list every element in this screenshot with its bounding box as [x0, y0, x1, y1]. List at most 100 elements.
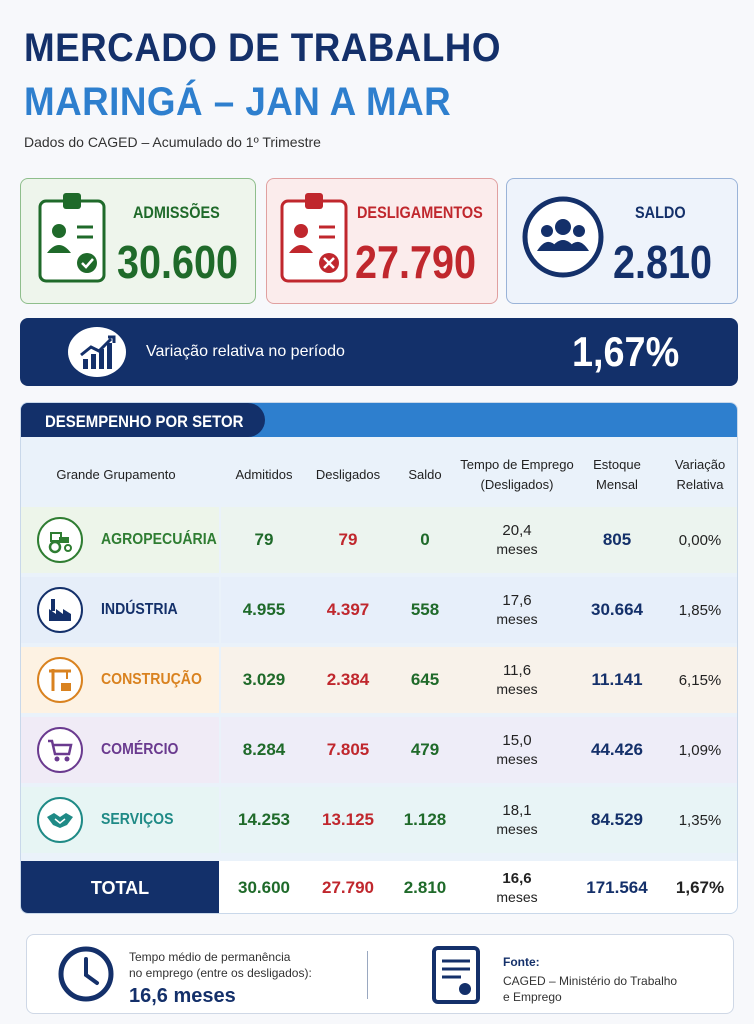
- sector-desligados: 7.805: [326, 740, 370, 759]
- fonte-line1: CAGED – Ministério do Trabalho: [503, 974, 678, 988]
- sector-tempo-value: 20,4: [502, 522, 532, 539]
- sector-header-bar: DESEMPENHO POR SETOR: [21, 403, 737, 437]
- sector-estoque: 44.426: [591, 740, 643, 759]
- table-row: COMÉRCIO 8.284 7.805 479 15,0 meses 44.4…: [21, 717, 737, 783]
- page-caption: Dados do CAGED – Acumulado do 1º Trimest…: [24, 134, 321, 150]
- sector-admitidos: 8.284: [242, 740, 286, 759]
- table-row: CONSTRUÇÃO 3.029 2.384 645 11,6 meses 11…: [21, 647, 737, 713]
- sector-desligados: 4.397: [326, 600, 370, 619]
- col-tempo-line1: Tempo de Emprego: [460, 457, 574, 472]
- sector-estoque: 84.529: [591, 810, 643, 829]
- clock-icon: [58, 946, 114, 1002]
- handshake-icon: [37, 797, 83, 843]
- total-saldo: 2.810: [403, 878, 447, 897]
- sector-variacao: 0,00%: [678, 531, 722, 549]
- col-estoque-line1: Estoque: [593, 457, 641, 472]
- fonte-line2: e Emprego: [503, 990, 562, 1004]
- total-tempo-value: 16,6: [502, 870, 532, 887]
- total-variacao: 1,67%: [675, 878, 725, 897]
- sector-estoque: 11.141: [591, 670, 643, 689]
- total-row: TOTAL 30.600 27.790 2.810 16,6 meses 171…: [21, 861, 737, 913]
- sector-saldo: 0: [420, 530, 430, 549]
- sector-tempo-unit: meses: [496, 611, 538, 627]
- row-values-bg: [221, 787, 737, 853]
- factory-icon: [37, 587, 83, 633]
- sector-tempo: 11,6 meses: [461, 647, 573, 713]
- crane-icon: [37, 657, 83, 703]
- sector-admitidos: 4.955: [242, 600, 286, 619]
- certificate-icon: [432, 946, 480, 1004]
- saldo-card: SALDO 2.810: [506, 178, 738, 304]
- sector-tempo: 17,6 meses: [461, 577, 573, 643]
- variacao-banner: Variação relativa no período 1,67%: [20, 318, 738, 386]
- table-row: AGROPECUÁRIA 79 79 0 20,4 meses 805 0,00…: [21, 507, 737, 573]
- sector-tempo-unit: meses: [496, 681, 538, 697]
- col-tempo: Tempo de Emprego (Desligados): [457, 455, 577, 495]
- sector-name: CONSTRUÇÃO: [101, 671, 202, 688]
- sector-tempo-value: 11,6: [502, 662, 532, 679]
- sector-admitidos: 79: [254, 530, 274, 549]
- sector-estoque: 30.664: [591, 600, 643, 619]
- sector-name: INDÚSTRIA: [101, 601, 178, 618]
- sector-variacao: 1,35%: [678, 811, 722, 829]
- sector-title: DESEMPENHO POR SETOR: [45, 412, 244, 431]
- desligamentos-label: DESLIGAMENTOS: [357, 203, 483, 222]
- sector-saldo: 645: [410, 670, 440, 689]
- total-tempo: 16,6 meses: [461, 855, 573, 913]
- total-estoque: 171.564: [586, 878, 648, 897]
- chart-growth-icon-bg: [68, 327, 126, 377]
- total-admitidos: 30.600: [238, 878, 290, 897]
- sector-name: AGROPECUÁRIA: [101, 531, 217, 548]
- sector-tempo: 15,0 meses: [461, 717, 573, 783]
- col-estoque-line2: Mensal: [596, 477, 638, 492]
- fonte-label: Fonte:: [503, 955, 540, 969]
- sector-admitidos: 3.029: [242, 670, 286, 689]
- sector-tempo-unit: meses: [496, 821, 538, 837]
- col-variacao: Variação Relativa: [661, 455, 737, 495]
- sector-tempo-unit: meses: [496, 541, 538, 557]
- sector-estoque: 805: [602, 530, 632, 549]
- sector-variacao: 1,85%: [678, 601, 722, 619]
- sector-tempo: 20,4 meses: [461, 507, 573, 573]
- col-desligados: Desligados: [315, 467, 381, 482]
- footer-panel: Tempo médio de permanência no emprego (e…: [26, 934, 734, 1014]
- footer-divider: [367, 951, 368, 999]
- col-tempo-line2: (Desligados): [480, 477, 554, 492]
- desligamentos-value: 27.790: [355, 236, 477, 288]
- fonte-text: CAGED – Ministério do Trabalho e Emprego: [503, 973, 713, 1005]
- sector-desligados: 79: [338, 530, 358, 549]
- sector-tempo-value: 17,6: [502, 592, 532, 609]
- page-title: MERCADO DE TRABALHO: [24, 26, 501, 70]
- row-values-bg: [221, 717, 737, 783]
- badge-x-icon: [280, 193, 348, 283]
- tempo-medio-caption: Tempo médio de permanência no emprego (e…: [129, 949, 312, 981]
- admissoes-value: 30.600: [117, 236, 239, 288]
- tractor-icon: [37, 517, 83, 563]
- cart-icon: [37, 727, 83, 773]
- sector-desligados: 13.125: [322, 810, 374, 829]
- col-estoque: Estoque Mensal: [575, 455, 659, 495]
- total-tempo-unit: meses: [496, 889, 538, 905]
- col-variacao-line2: Relativa: [676, 477, 724, 492]
- sector-variacao: 1,09%: [678, 741, 722, 759]
- tempo-medio-value: 16,6 meses: [129, 985, 236, 1007]
- row-values-bg: [221, 507, 737, 573]
- row-values-bg: [221, 647, 737, 713]
- sector-saldo: 479: [410, 740, 440, 759]
- sector-name: COMÉRCIO: [101, 741, 179, 758]
- sector-admitidos: 14.253: [238, 810, 290, 829]
- sector-variacao: 6,15%: [678, 671, 722, 689]
- variacao-label: Variação relativa no período: [146, 343, 345, 360]
- page-subtitle-location: MARINGÁ – JAN A MAR: [24, 80, 452, 124]
- sector-tempo: 18,1 meses: [461, 787, 573, 853]
- sector-title-tab: [21, 403, 265, 437]
- tempo-medio-line1: Tempo médio de permanência: [129, 950, 291, 964]
- sector-name: SERVIÇOS: [101, 811, 174, 828]
- total-values: 30.600 27.790 2.810 16,6 meses 171.564 1…: [21, 855, 737, 913]
- sector-tempo-unit: meses: [496, 751, 538, 767]
- variacao-value: 1,67%: [572, 328, 680, 375]
- badge-check-icon: [38, 193, 106, 283]
- sector-saldo: 1.128: [403, 810, 447, 829]
- table-row: INDÚSTRIA 4.955 4.397 558 17,6 meses 30.…: [21, 577, 737, 643]
- sector-table: DESEMPENHO POR SETOR Grande Grupamento A…: [20, 402, 738, 914]
